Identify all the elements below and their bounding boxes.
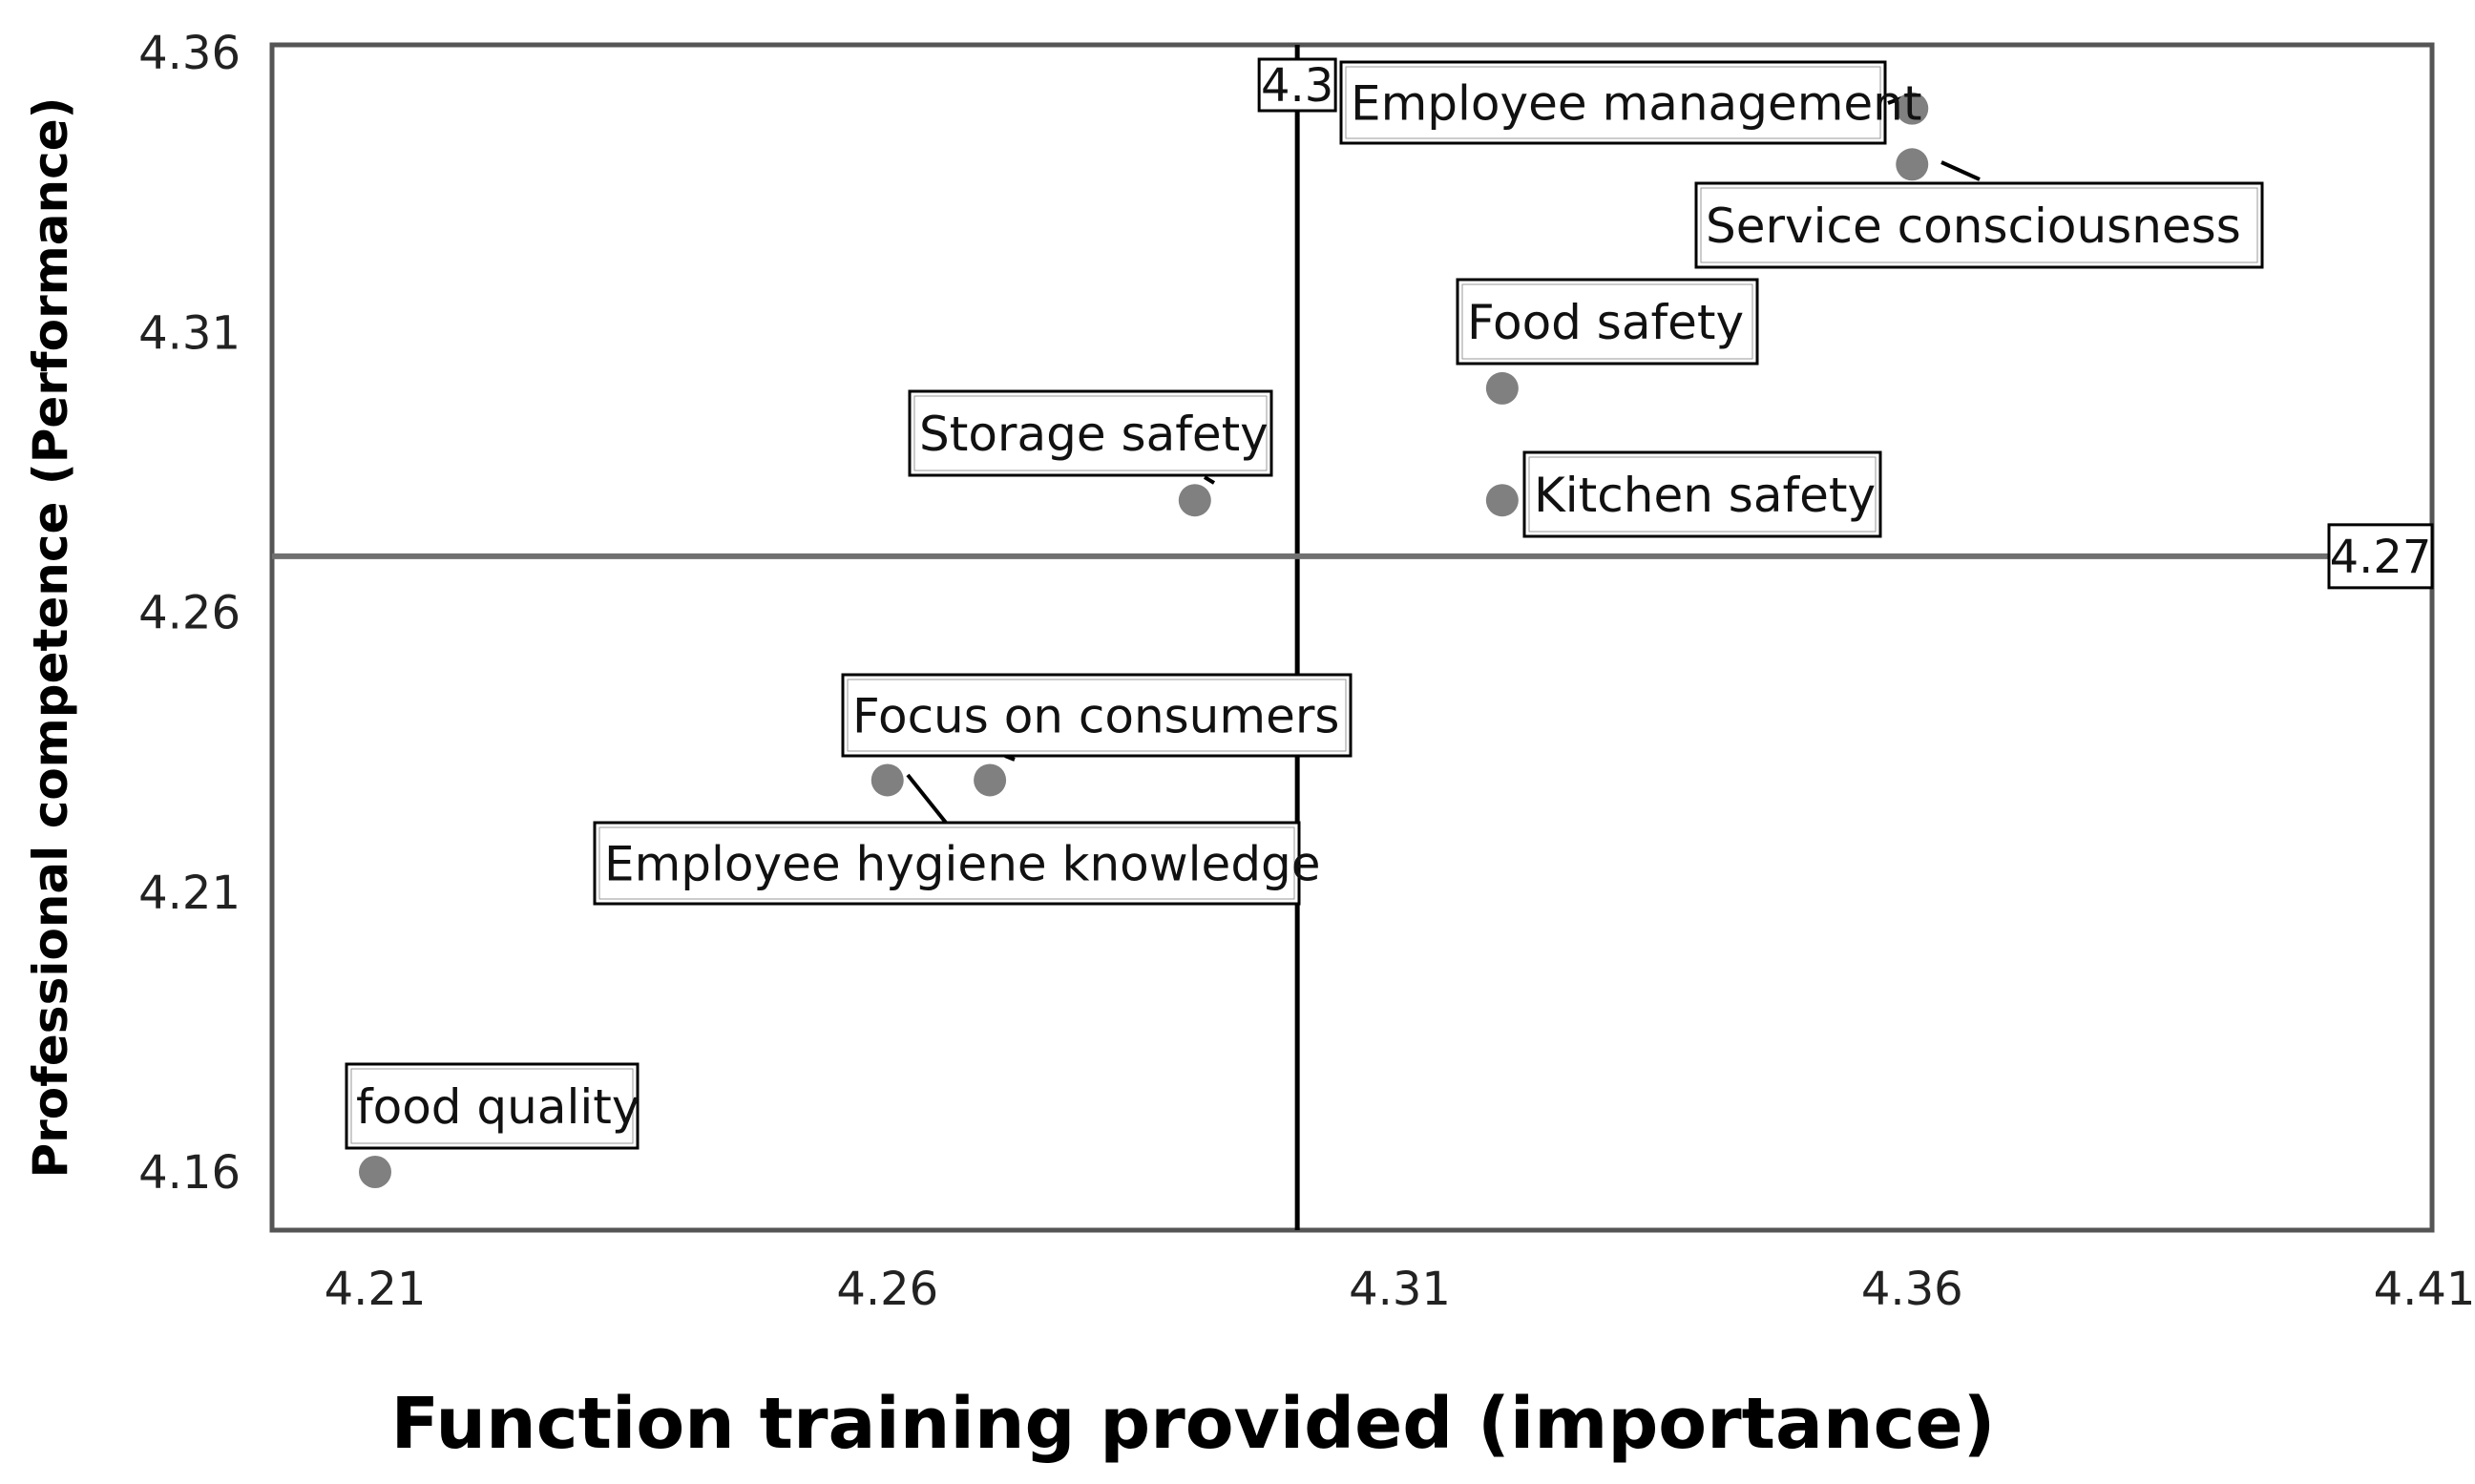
- y-tick-label: 4.16: [138, 1146, 241, 1200]
- data-point: [1896, 148, 1929, 181]
- plot-frame: [269, 42, 2435, 1233]
- y-tick-label: 4.31: [138, 306, 241, 360]
- data-point-label: Kitchen safety: [1522, 450, 1882, 538]
- data-point: [1896, 92, 1929, 125]
- y-tick-label: 4.36: [138, 27, 241, 80]
- x-mean-label: 4.3: [1257, 57, 1337, 113]
- x-tick-label: 4.41: [2374, 1263, 2475, 1316]
- data-point-label: food quality: [345, 1062, 640, 1150]
- x-axis-ticks: 4.21 4.26 4.31 4.36 4.41: [325, 1263, 2475, 1316]
- svg-text:Kitchen safety: Kitchen safety: [1534, 468, 1876, 523]
- svg-text:4.3: 4.3: [1261, 59, 1333, 113]
- data-point-label: Focus on consumers: [841, 673, 1353, 758]
- x-axis-title: Function training provided (importance): [390, 1383, 1995, 1465]
- data-point: [1485, 371, 1519, 405]
- data-point: [359, 1156, 391, 1188]
- x-tick-label: 4.36: [1861, 1263, 1963, 1316]
- svg-text:Food safety: Food safety: [1467, 295, 1744, 350]
- svg-text:Focus on consumers: Focus on consumers: [852, 689, 1339, 744]
- svg-text:Employee management: Employee management: [1351, 76, 1921, 132]
- svg-text:Storage safety: Storage safety: [919, 407, 1269, 462]
- data-point-label: Service consciousness: [1694, 181, 2264, 269]
- data-point: [1178, 484, 1211, 517]
- y-axis-title: Professional competence (Performance): [23, 96, 78, 1178]
- label-leader-line: [1940, 160, 1981, 181]
- svg-text:Service consciousness: Service consciousness: [1706, 199, 2241, 254]
- data-point: [974, 763, 1007, 797]
- x-tick-label: 4.31: [1349, 1263, 1451, 1316]
- y-axis-ticks: 4.36 4.31 4.26 4.21 4.16: [138, 27, 241, 1200]
- svg-text:food quality: food quality: [356, 1079, 640, 1135]
- y-tick-label: 4.26: [138, 587, 241, 640]
- data-points: [359, 92, 1929, 1188]
- x-tick-label: 4.21: [325, 1263, 427, 1316]
- y-mean-label: 4.27: [2327, 523, 2434, 590]
- data-point-label: Storage safety: [908, 389, 1273, 477]
- point-labels: Employee management Service consciousness…: [345, 60, 2264, 1150]
- data-point-label: Employee hygiene knowledge: [593, 821, 1321, 906]
- data-point-label: Food safety: [1456, 278, 1759, 366]
- data-point: [1485, 484, 1519, 517]
- reference-lines: 4.3 4.27: [272, 45, 2434, 1230]
- y-tick-label: 4.21: [138, 867, 241, 920]
- svg-text:4.27: 4.27: [2330, 531, 2432, 584]
- data-point: [870, 763, 904, 797]
- data-point-label: Employee management: [1339, 60, 1921, 145]
- label-leader-line: [1203, 475, 1216, 485]
- label-leader-line: [906, 773, 948, 825]
- x-tick-label: 4.26: [836, 1263, 938, 1316]
- svg-text:Employee hygiene knowledge: Employee hygiene knowledge: [604, 837, 1321, 892]
